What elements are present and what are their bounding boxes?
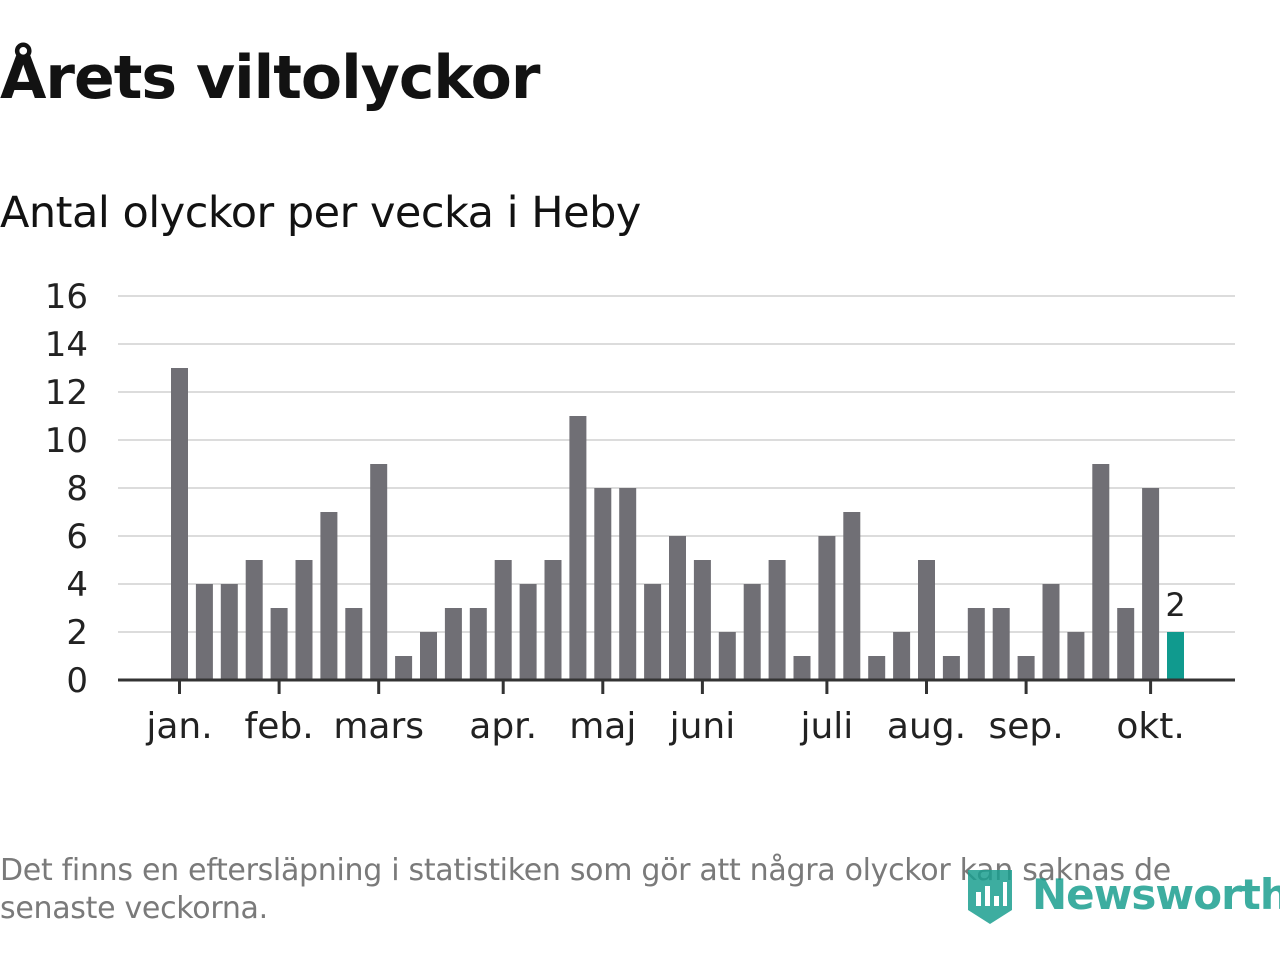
- bar: [619, 488, 637, 680]
- bar: [942, 656, 960, 680]
- bar: [295, 560, 313, 680]
- bar: [270, 608, 288, 680]
- data-label-highlight: 2: [1165, 586, 1185, 624]
- y-tick-label: 14: [45, 325, 88, 365]
- bar: [868, 656, 886, 680]
- x-tick-label: okt.: [1116, 706, 1184, 747]
- bar: [718, 632, 736, 680]
- x-tick-label: juni: [669, 706, 736, 747]
- bar: [1067, 632, 1085, 680]
- bar: [768, 560, 786, 680]
- bar: [469, 608, 487, 680]
- chart-title: Årets viltolyckor: [0, 43, 540, 113]
- x-tick-label: juli: [799, 706, 853, 747]
- bar: [320, 512, 338, 680]
- chart-subtitle: Antal olyckor per vecka i Heby: [0, 188, 641, 238]
- bar: [594, 488, 612, 680]
- x-tick-label: jan.: [145, 706, 212, 747]
- bar: [420, 632, 437, 680]
- y-tick-label: 4: [66, 565, 88, 605]
- bar: [519, 584, 537, 680]
- x-tick-label: maj: [569, 706, 636, 747]
- bar: [345, 608, 363, 680]
- bar: [544, 560, 562, 680]
- y-tick-label: 16: [45, 277, 88, 317]
- bar: [171, 368, 188, 680]
- bar: [220, 584, 238, 680]
- bar: [669, 536, 686, 680]
- bar: [1042, 584, 1060, 680]
- bar: [793, 656, 811, 680]
- x-tick-label: mars: [333, 706, 424, 747]
- bar: [195, 584, 213, 680]
- x-tick-label: aug.: [887, 706, 966, 747]
- newsworthy-logo: Newsworthy: [964, 862, 1280, 928]
- bar: [395, 656, 413, 680]
- bar: [1142, 488, 1160, 680]
- bar: [818, 536, 836, 680]
- data-labels: 2: [1165, 586, 1185, 624]
- bar: [918, 560, 935, 680]
- y-tick-label: 12: [45, 373, 88, 413]
- y-tick-label: 0: [66, 661, 88, 701]
- bar: [893, 632, 911, 680]
- bar: [967, 608, 985, 680]
- bar-highlight: [1167, 632, 1184, 680]
- bar: [569, 416, 587, 680]
- bar: [992, 608, 1010, 680]
- bar: [1092, 464, 1110, 680]
- y-tick-label: 2: [66, 613, 88, 653]
- x-axis-ticks: jan. feb. mars apr. maj juni juli aug. sep. okt.: [145, 680, 1185, 747]
- bar: [444, 608, 462, 680]
- bars: [171, 368, 1184, 680]
- bar: [843, 512, 861, 680]
- bar-chart: 0 2 4 6 8 10 12 14 16 jan. feb. mars apr. maj juni jul…: [45, 277, 1235, 747]
- bar: [644, 584, 662, 680]
- bar: [245, 560, 263, 680]
- x-tick-label: sep.: [988, 706, 1063, 747]
- y-tick-label: 8: [66, 469, 88, 509]
- bar: [743, 584, 761, 680]
- bar: [1017, 656, 1035, 680]
- y-tick-label: 10: [45, 421, 88, 461]
- bar: [1117, 608, 1135, 680]
- newsworthy-logo-text: Newsworthy: [1032, 870, 1280, 919]
- bar: [370, 464, 388, 680]
- x-tick-label: apr.: [469, 706, 537, 747]
- x-tick-label: feb.: [245, 706, 314, 747]
- y-tick-label: 6: [66, 517, 88, 557]
- y-axis-ticks: 0 2 4 6 8 10 12 14 16: [45, 277, 88, 701]
- bar: [693, 560, 711, 680]
- newsworthy-logo-icon: [968, 870, 1012, 924]
- bar: [494, 560, 512, 680]
